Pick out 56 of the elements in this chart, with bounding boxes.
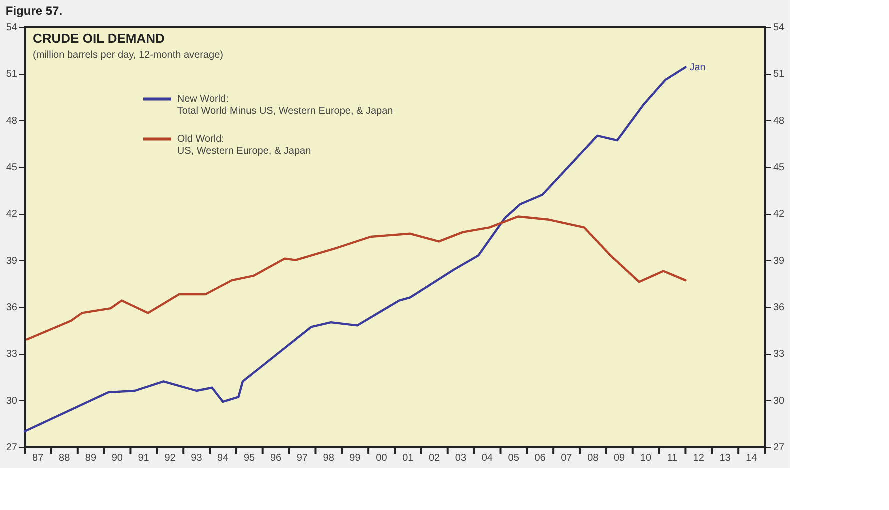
x-tick-label: 05 [508, 453, 520, 464]
line-series [26, 216, 687, 341]
text: (million barrels per day, 12-month average) [33, 50, 224, 61]
y-tick-label: 30 [6, 396, 18, 407]
line-series [24, 66, 687, 433]
x-tick-label: 04 [482, 453, 494, 464]
y2-tick-label: 36 [774, 302, 786, 314]
y2-tick-label: 39 [774, 256, 786, 267]
legend-label: New World: Total World Minus US, Western Europe, & Japan [177, 94, 394, 118]
y-tick-label: 39 [6, 256, 18, 267]
x-tick-label: 96 [270, 453, 282, 464]
y2-tick-label: 33 [774, 349, 786, 360]
y-tick-label: 51 [6, 69, 18, 80]
y2-tick-label: 51 [774, 69, 786, 80]
x-tick-label: 92 [164, 453, 176, 464]
x-tick-label: 87 [32, 453, 44, 464]
x-tick-label: 93 [191, 453, 203, 464]
caption: Figure 57. [6, 4, 63, 18]
legend-label: Old World: US, Western Europe, & Japan [177, 134, 312, 158]
chart-title: CRUDE OIL DEMAND [33, 31, 165, 46]
y2-tick-label: 48 [774, 116, 786, 127]
x-tick-label: 94 [218, 453, 230, 464]
x-tick-label: 91 [138, 453, 150, 464]
y-tick-label: 33 [6, 349, 18, 360]
x-tick-label: 09 [614, 453, 626, 464]
x-tick-label: 89 [85, 453, 97, 464]
y-tick-label: 54 [6, 22, 18, 34]
x-tick-label: 12 [693, 453, 705, 464]
y-tick-label: 27 [6, 442, 18, 454]
y-tick-label: 42 [6, 209, 18, 220]
x-tick-label: 95 [244, 453, 256, 464]
y2-tick-label: 27 [774, 442, 786, 454]
x-tick-label: 07 [561, 453, 573, 464]
x-tick-label: 06 [534, 453, 546, 464]
x-tick-label: 02 [428, 453, 441, 464]
x-tick-label: 99 [350, 453, 362, 464]
x-tick-label: 03 [455, 453, 467, 464]
x-tick-label: 01 [402, 453, 414, 464]
y-tick-label: 45 [6, 162, 18, 174]
x-tick-label: 14 [746, 453, 758, 464]
x-tick-label: 00 [376, 453, 388, 464]
y2-tick-label: 42 [774, 209, 786, 220]
y-tick-label: 48 [6, 116, 18, 127]
x-tick-label: 13 [720, 453, 732, 464]
x-tick-label: 11 [667, 453, 678, 464]
x-tick-label: 10 [640, 453, 652, 464]
x-tick-label: 90 [112, 453, 124, 464]
y2-tick-label: 54 [774, 22, 786, 34]
annotation: Jan [690, 62, 706, 74]
x-tick-label: 97 [296, 453, 308, 464]
x-tick-label: 88 [59, 453, 71, 464]
y2-tick-label: 30 [774, 396, 786, 407]
y-tick-label: 36 [6, 302, 18, 314]
y2-tick-label: 45 [774, 162, 786, 174]
x-tick-label: 08 [588, 453, 600, 464]
x-tick-label: 98 [323, 453, 335, 464]
